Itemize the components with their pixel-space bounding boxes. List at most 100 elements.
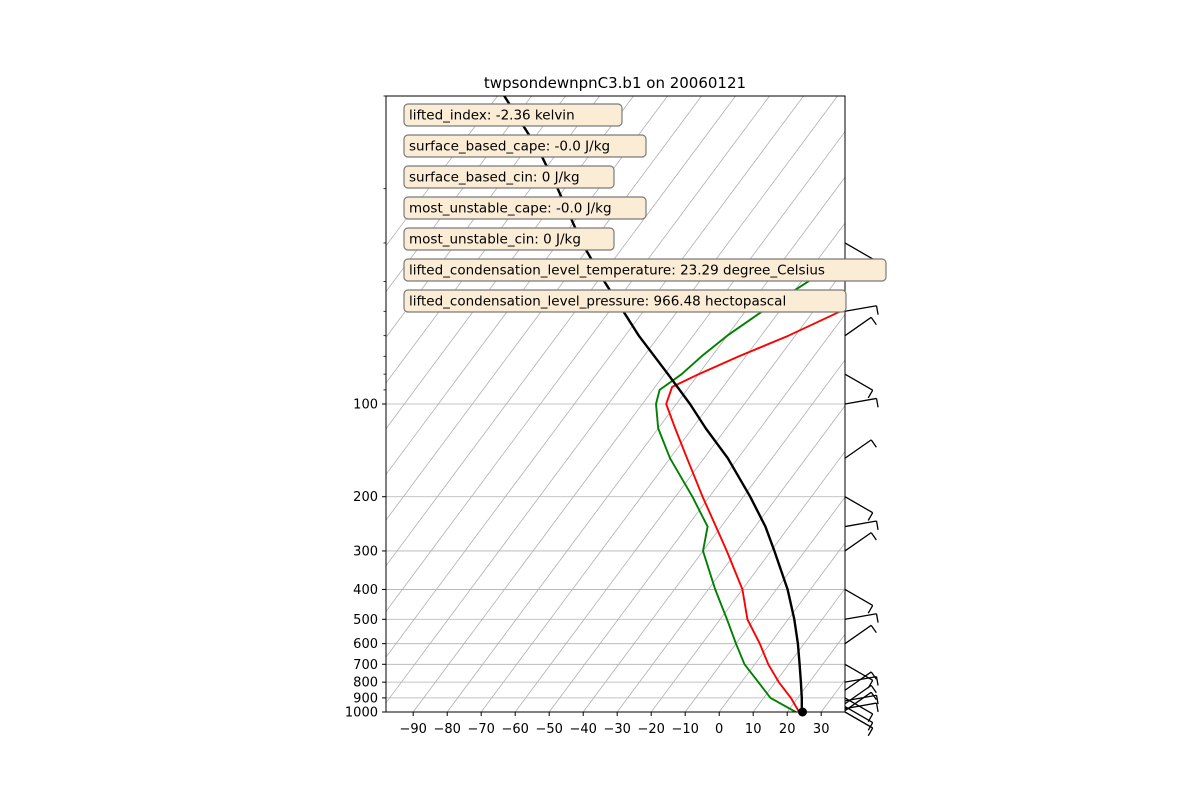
isotherm-line xyxy=(786,633,845,712)
stat-label: surface_based_cin: 0 J/kg xyxy=(409,170,580,186)
wind-barb-staff xyxy=(844,316,872,337)
stat-label: most_unstable_cape: -0.0 J/kg xyxy=(409,201,612,217)
x-tick-label: 30 xyxy=(813,722,830,737)
wind-barb-flag xyxy=(867,713,874,723)
y-tick-label: 1000 xyxy=(345,706,378,721)
isotherm-line xyxy=(752,587,845,712)
stat-box xyxy=(403,196,647,220)
isotherm-line xyxy=(684,496,845,712)
y-tick-label: 500 xyxy=(353,613,378,628)
stat-label: lifted_condensation_level_temperature: 2… xyxy=(409,263,825,279)
wind-barb-flag xyxy=(870,684,877,694)
wind-barb-flag xyxy=(867,605,874,614)
y-tick-label: 700 xyxy=(353,658,378,673)
wind-barb-staff xyxy=(844,675,877,683)
x-tick-label: −60 xyxy=(501,722,528,737)
wind-barb-staff xyxy=(844,532,872,552)
x-tick-label: −10 xyxy=(671,722,698,737)
wind-barb-flag xyxy=(867,679,874,689)
isotherm-line xyxy=(650,450,845,712)
wind-barb-staff xyxy=(844,373,874,391)
chart-title: twpsondewnpnC3.b1 on 20060121 xyxy=(484,74,746,92)
stat-box xyxy=(403,165,615,189)
wind-barb-flag xyxy=(875,520,879,530)
y-tick-label: 900 xyxy=(353,691,378,706)
wind-barb-flag xyxy=(867,727,874,737)
y-tick-label: 300 xyxy=(353,544,378,559)
wind-barb-flag xyxy=(875,398,879,408)
wind-barb-flag xyxy=(875,613,879,623)
wind-barb-staff xyxy=(844,711,874,729)
isotherm-line xyxy=(480,222,845,712)
x-tick-label: −80 xyxy=(433,722,460,737)
wind-barb-staff xyxy=(844,613,877,620)
wind-barb-staff xyxy=(844,588,874,606)
series-line xyxy=(655,257,845,712)
x-tick-label: −30 xyxy=(603,722,630,737)
grid xyxy=(386,96,1200,712)
wind-barb-flag xyxy=(875,305,879,315)
wind-barb-staff xyxy=(844,702,877,710)
isotherm-line xyxy=(548,313,845,712)
wind-barb-flag xyxy=(875,695,879,705)
isotherm-line xyxy=(386,96,770,613)
wind-barb-staff xyxy=(844,705,874,724)
wind-barbs xyxy=(844,242,879,737)
stat-label: surface_based_cape: -0.0 J/kg xyxy=(409,139,610,155)
wind-barb-flag xyxy=(875,676,879,686)
wind-barb-staff xyxy=(844,694,877,702)
x-tick-label: −20 xyxy=(637,722,664,737)
wind-barb-staff xyxy=(844,397,877,405)
isotherm-line xyxy=(616,405,845,712)
stat-box xyxy=(403,103,623,127)
wind-barb-flag xyxy=(870,671,877,680)
y-tick-label: 800 xyxy=(353,676,378,691)
stat-label: lifted_index: -2.36 kelvin xyxy=(409,108,575,124)
y-tick-label: 200 xyxy=(353,490,378,505)
wind-barb-flag xyxy=(867,512,874,521)
stat-label: most_unstable_cin: 0 J/kg xyxy=(409,232,581,248)
stat-box xyxy=(403,289,847,313)
isotherm-line xyxy=(412,130,845,712)
stats-panel: lifted_index: -2.36 kelvin surface_based_… xyxy=(403,103,887,313)
wind-barb-staff xyxy=(844,242,874,260)
wind-barb-flag xyxy=(870,532,877,541)
series-group xyxy=(503,96,845,712)
y-tick-label: 600 xyxy=(353,637,378,652)
y-tick-label: 400 xyxy=(353,583,378,598)
x-tick-label: −40 xyxy=(569,722,596,737)
wind-barb-flag xyxy=(867,722,874,731)
isotherm-line xyxy=(386,96,838,704)
wind-barb-flag xyxy=(870,316,877,326)
x-tick-label: 20 xyxy=(779,722,796,737)
wind-barb-flag xyxy=(870,439,877,448)
x-tick-label: 10 xyxy=(745,722,762,737)
series-line xyxy=(665,308,845,712)
stat-box xyxy=(403,258,887,282)
stat-label: lifted_condensation_level_pressure: 966.… xyxy=(409,294,786,310)
x-tick-label: −70 xyxy=(467,722,494,737)
y-tick-label: 100 xyxy=(353,398,378,413)
stat-box xyxy=(403,134,647,158)
wind-barb-flag xyxy=(867,389,874,399)
wind-barb-staff xyxy=(844,624,872,645)
x-tick-label: 0 xyxy=(715,722,723,737)
wind-barb-staff xyxy=(844,520,877,528)
x-tick-label: −90 xyxy=(399,722,426,737)
isotherm-line xyxy=(582,359,845,712)
wind-barb-staff xyxy=(844,439,872,459)
wind-barb-flag xyxy=(875,702,879,713)
wind-barb-staff xyxy=(844,697,874,715)
isotherm-line xyxy=(718,542,845,712)
x-tick-label: −50 xyxy=(535,722,562,737)
wind-barb-staff xyxy=(844,671,872,691)
wind-barb-flag xyxy=(870,624,877,634)
isotherm-line xyxy=(386,96,804,658)
isotherm-line xyxy=(514,268,845,712)
stat-box xyxy=(403,227,615,251)
isotherm-line xyxy=(855,96,1200,712)
wind-barb-staff xyxy=(844,496,874,514)
isotherm-line xyxy=(446,176,845,712)
